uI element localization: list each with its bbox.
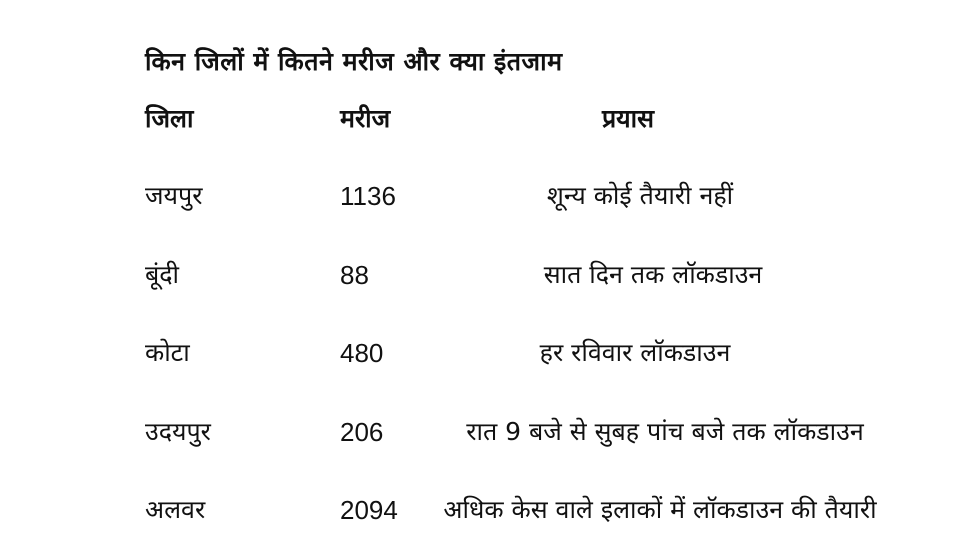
row-patients: 88 [340,253,369,297]
row-effort: सात दिन तक लॉकडाउन [388,253,918,297]
header-effort: प्रयास [363,97,893,141]
table-header-row: जिला मरीज प्रयास [0,97,970,141]
row-patients: 206 [340,410,383,454]
row-district: उदयपुर [145,410,211,454]
table-row: अलवर 2094 अधिक केस वाले इलाकों में लॉकडा… [0,488,970,532]
row-patients: 2094 [340,488,398,532]
row-district: जयपुर [145,174,202,218]
row-district: कोटा [145,331,190,375]
table-row: कोटा 480 हर रविवार लॉकडाउन [0,331,970,375]
table-row: बूंदी 88 सात दिन तक लॉकडाउन [0,253,970,297]
table-row: उदयपुर 206 रात 9 बजे से सुबह पांच बजे तक… [0,410,970,454]
row-district: बूंदी [145,253,179,297]
row-effort: हर रविवार लॉकडाउन [370,331,900,375]
row-effort: शून्य कोई तैयारी नहीं [375,174,905,218]
row-effort: अधिक केस वाले इलाकों में लॉकडाउन की तैया… [395,488,925,532]
row-district: अलवर [145,488,205,532]
table-row: जयपुर 1136 शून्य कोई तैयारी नहीं [0,174,970,218]
header-district: जिला [145,97,193,141]
row-effort: रात 9 बजे से सुबह पांच बजे तक लॉकडाउन [400,410,930,454]
